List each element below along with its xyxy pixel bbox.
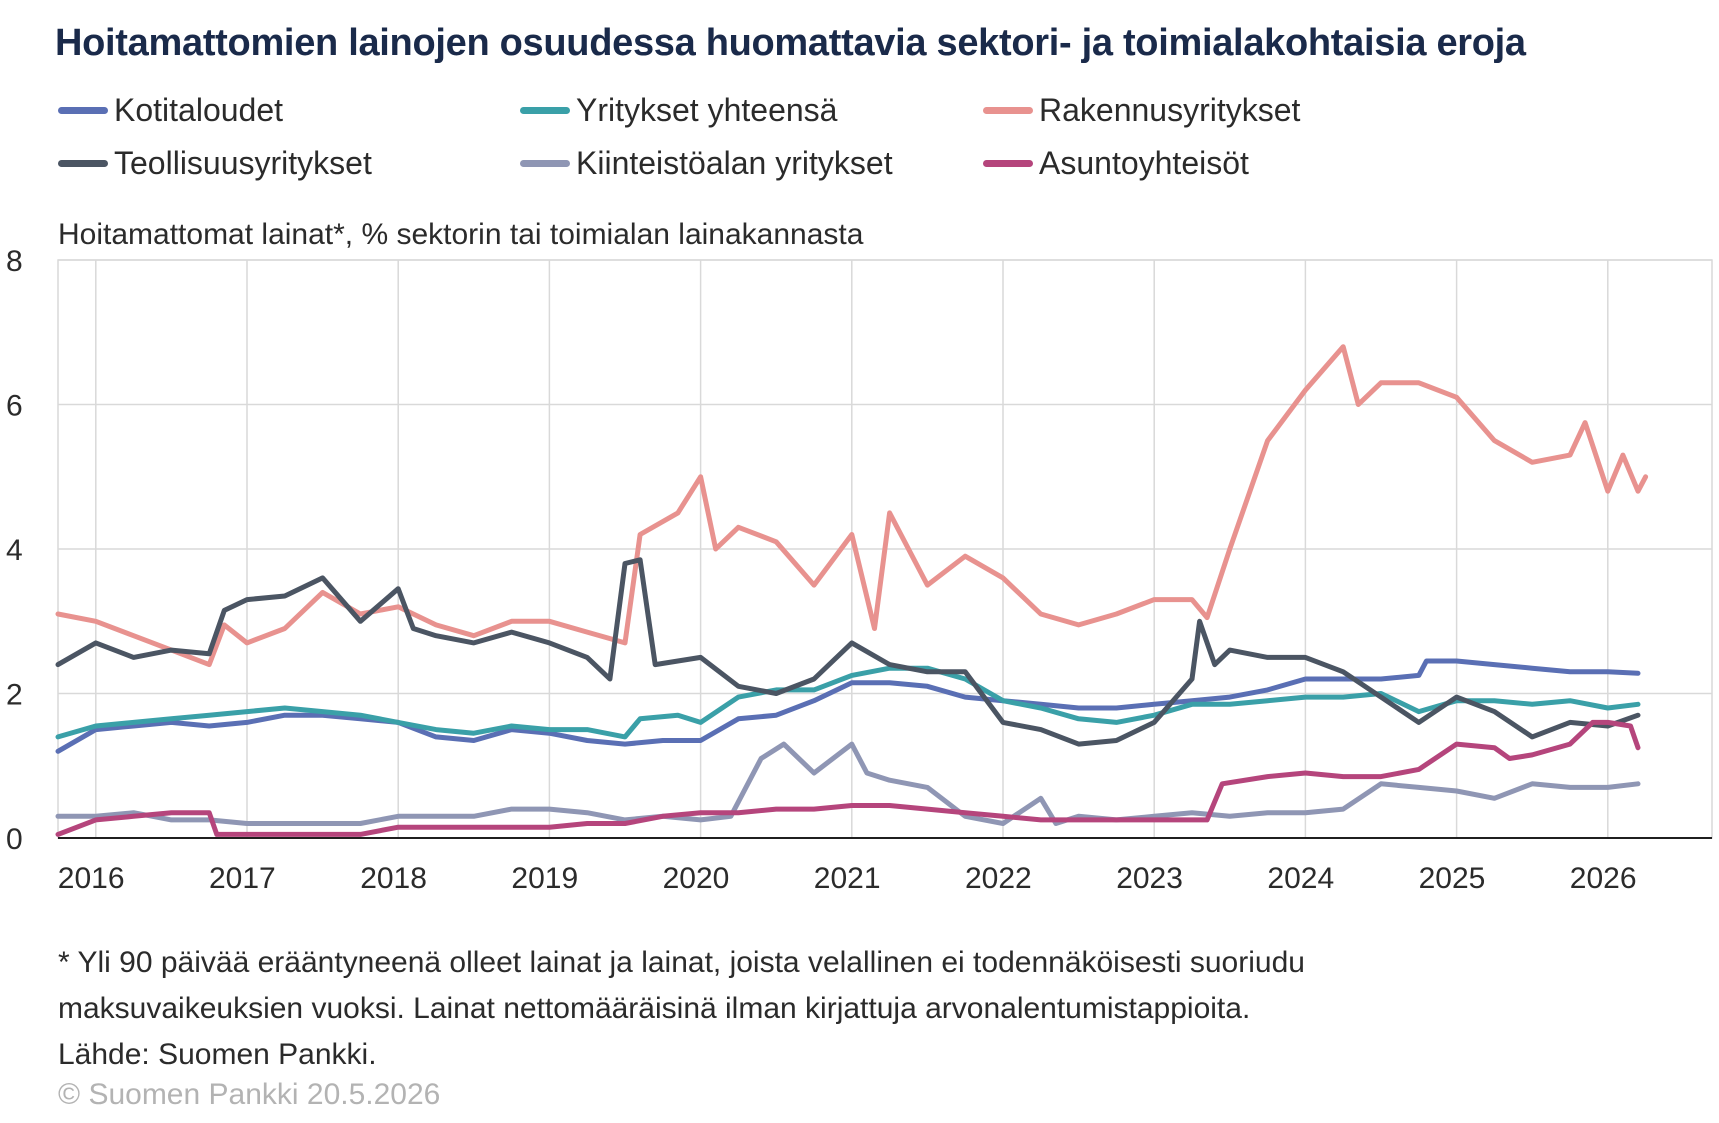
series-line-4 bbox=[55, 741, 1641, 826]
x-tick-label: 2025 bbox=[1419, 862, 1486, 895]
legend-item-asuntoyhteisot: Asuntoyhteisöt bbox=[983, 145, 1249, 182]
legend-label: Kiinteistöalan yritykset bbox=[576, 145, 893, 181]
footnote: * Yli 90 päivää erääntyneenä olleet lain… bbox=[58, 940, 1305, 1078]
legend-swatch bbox=[983, 160, 1033, 167]
legend-label: Rakennusyritykset bbox=[1039, 92, 1301, 128]
x-tick-label: 2024 bbox=[1267, 862, 1334, 895]
x-tick-label: 2020 bbox=[663, 862, 730, 895]
legend-item-yritykset: Yritykset yhteensä bbox=[520, 92, 837, 129]
x-tick-label: 2017 bbox=[209, 862, 276, 895]
chart-series bbox=[55, 344, 1649, 837]
legend-label: Teollisuusyritykset bbox=[114, 145, 372, 181]
x-tick-label: 2021 bbox=[814, 862, 881, 895]
legend-swatch bbox=[983, 107, 1033, 114]
y-tick-label: 0 bbox=[6, 823, 23, 856]
legend-swatch bbox=[520, 107, 570, 114]
footnote-source: Lähde: Suomen Pankki. bbox=[58, 1038, 377, 1071]
copyright: © Suomen Pankki 20.5.2026 bbox=[58, 1078, 441, 1111]
legend-swatch bbox=[58, 160, 108, 167]
x-tick-label: 2018 bbox=[360, 862, 427, 895]
chart-title: Hoitamattomien lainojen osuudessa huomat… bbox=[55, 22, 1526, 64]
y-tick-label: 2 bbox=[6, 679, 23, 712]
legend-label: Yritykset yhteensä bbox=[576, 92, 838, 128]
legend-swatch bbox=[58, 107, 108, 114]
x-tick-label: 2026 bbox=[1570, 862, 1637, 895]
series-line-5 bbox=[55, 719, 1641, 837]
legend-item-kiinteistoala: Kiinteistöalan yritykset bbox=[520, 145, 893, 182]
x-tick-label: 2019 bbox=[511, 862, 578, 895]
x-tick-label: 2016 bbox=[58, 862, 125, 895]
x-tick-label: 2023 bbox=[1116, 862, 1183, 895]
footnote-line-2: maksuvaikeuksien vuoksi. Lainat nettomää… bbox=[58, 992, 1251, 1025]
x-tick-label: 2022 bbox=[965, 862, 1032, 895]
chart-ticks: 0 2 4 6 8 2016 2017 2018 2019 2020 2021 2022 2023 202… bbox=[6, 245, 1712, 895]
series-line-0 bbox=[55, 658, 1641, 754]
legend-item-kotitaloudet: Kotitaloudet bbox=[58, 92, 283, 129]
footnote-line-1: * Yli 90 päivää erääntyneenä olleet lain… bbox=[58, 946, 1305, 979]
legend-swatch bbox=[520, 160, 570, 167]
y-tick-label: 8 bbox=[6, 245, 23, 278]
legend-item-teollisuusyritykset: Teollisuusyritykset bbox=[58, 145, 372, 182]
legend-label: Kotitaloudet bbox=[114, 92, 284, 128]
y-tick-label: 4 bbox=[6, 534, 23, 567]
y-axis-label: Hoitamattomat lainat*, % sektorin tai to… bbox=[58, 218, 864, 251]
legend-label: Asuntoyhteisöt bbox=[1039, 145, 1249, 181]
legend-item-rakennusyritykset: Rakennusyritykset bbox=[983, 92, 1300, 129]
series-line-3 bbox=[55, 557, 1641, 747]
y-tick-label: 6 bbox=[6, 390, 23, 423]
